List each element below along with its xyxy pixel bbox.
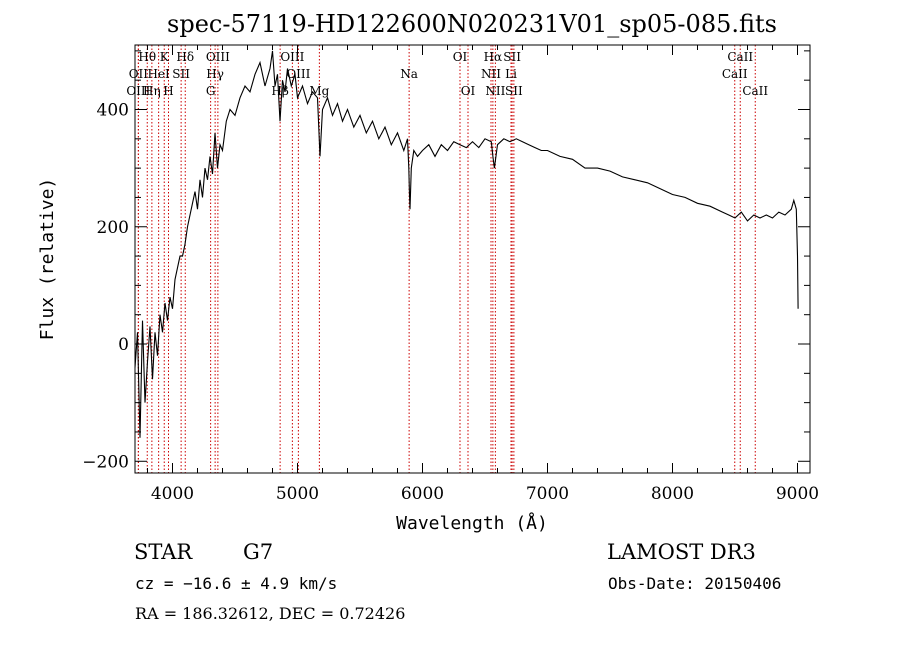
line-label: OIII	[286, 67, 310, 81]
y-tick-label: −200	[82, 452, 129, 472]
x-tick-label: 9000	[776, 484, 819, 504]
x-axis: 4000 5000 6000 7000 8000 9000	[147, 45, 819, 504]
x-tick-label: 8000	[651, 484, 694, 504]
line-label: OI	[453, 50, 468, 64]
spectrum-line	[134, 50, 799, 438]
x-tick-label: 6000	[401, 484, 444, 504]
y-axis-label: Flux (relative)	[37, 178, 58, 341]
x-tick-label: 5000	[276, 484, 319, 504]
line-label: OIII	[206, 50, 230, 64]
line-label: OIII	[126, 84, 150, 98]
line-label: SII	[503, 50, 521, 64]
object-class: STAR	[134, 540, 193, 564]
line-label: SII	[505, 84, 523, 98]
line-label: OIII	[280, 50, 304, 64]
line-label: SII	[172, 67, 190, 81]
line-label: K	[160, 50, 170, 64]
survey-name: LAMOST DR3	[607, 540, 756, 564]
x-axis-label: Wavelength (Å)	[396, 512, 548, 534]
line-label: CaII	[742, 84, 768, 98]
line-label: OII	[129, 67, 149, 81]
coordinates: RA = 186.32612, DEC = 0.72426	[135, 604, 406, 623]
line-label: HeI	[147, 67, 170, 81]
line-label: OI	[461, 84, 476, 98]
line-label: Li	[505, 67, 517, 81]
line-label: Na	[400, 67, 418, 81]
line-label: NII	[481, 67, 501, 81]
line-label: CaII	[722, 67, 748, 81]
line-label: Hη	[143, 84, 161, 98]
y-tick-label: 400	[97, 100, 129, 120]
x-tick-label: 4000	[151, 484, 194, 504]
object-subclass: G7	[243, 540, 274, 564]
line-label: CaII	[727, 50, 753, 64]
y-axis: −200 0 200 400	[82, 50, 810, 472]
y-tick-label: 200	[97, 218, 129, 238]
line-label: NII	[485, 84, 505, 98]
line-label: Hδ	[176, 50, 194, 64]
line-label: Hα	[484, 50, 503, 64]
line-label: Hθ	[138, 50, 156, 64]
observation-date: Obs-Date: 20150406	[608, 574, 782, 593]
y-tick-label: 0	[118, 335, 129, 355]
line-label: Hγ	[206, 67, 224, 81]
chart-title: spec-57119-HD122600N020231V01_sp05-085.f…	[167, 10, 777, 38]
x-tick-label: 7000	[526, 484, 569, 504]
line-label: Hβ	[271, 84, 288, 98]
line-label: G	[206, 84, 216, 98]
line-label: H	[163, 84, 173, 98]
spectral-line-markers	[137, 45, 756, 473]
redshift-velocity: cz = −16.6 ± 4.9 km/s	[135, 574, 338, 593]
